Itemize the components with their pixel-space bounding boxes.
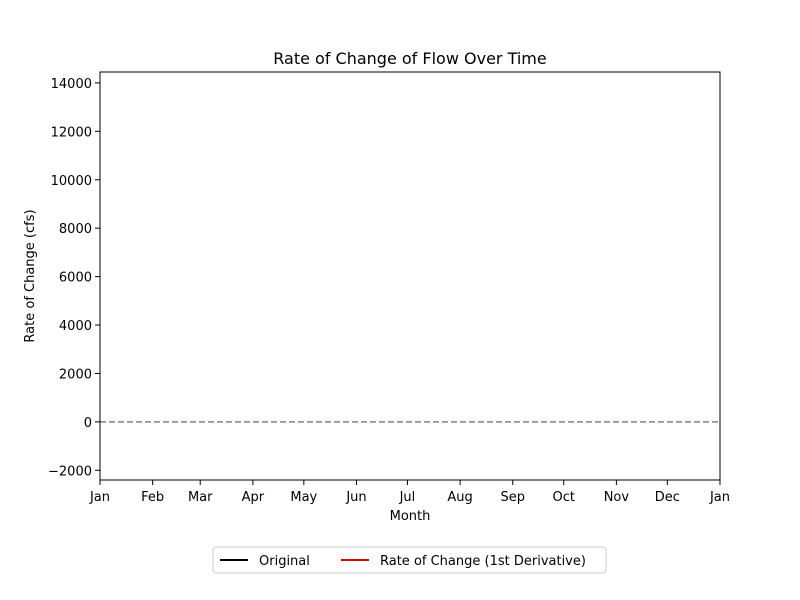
x-tick-label: Nov [604, 490, 630, 505]
y-tick-label: 2000 [59, 367, 92, 382]
x-tick-label: Oct [552, 490, 574, 505]
legend-frame [212, 546, 607, 574]
x-tick-label: Mar [188, 490, 213, 505]
y-tick-label: 10000 [51, 174, 92, 189]
chart-title: Rate of Change of Flow Over Time [273, 49, 546, 68]
y-tick-label: 8000 [59, 222, 92, 237]
legend-label-rate-of-change: Rate of Change (1st Derivative) [380, 554, 586, 569]
y-tick-label: 4000 [59, 319, 92, 334]
y-tick-label: 12000 [51, 125, 92, 140]
y-tick-label: 0 [84, 416, 92, 431]
y-tick-label: −2000 [48, 464, 92, 479]
x-tick-label: Aug [447, 490, 472, 505]
legend: Original Rate of Change (1st Derivative) [212, 546, 607, 574]
x-axis: Jan Feb Mar Apr May Jun Jul Aug Sep Oct Nov Dec Jan [89, 480, 730, 505]
x-axis-label: Month [390, 509, 431, 524]
x-tick-label: Feb [141, 490, 164, 505]
y-tick-label: 14000 [51, 77, 92, 92]
x-tick-label: May [290, 490, 317, 505]
x-tick-label: Apr [242, 490, 265, 505]
x-tick-label: Jan [89, 490, 110, 505]
legend-label-original: Original [259, 554, 310, 569]
x-tick-label: Dec [655, 490, 680, 505]
plot-frame [99, 71, 721, 481]
y-axis-label: Rate of Change (cfs) [23, 209, 38, 342]
plot-area [100, 72, 720, 480]
y-tick-label: 6000 [59, 271, 92, 286]
y-axis: −2000 0 2000 4000 6000 8000 10000 12000 14000 [48, 77, 100, 479]
x-tick-label: Jun [345, 490, 366, 505]
x-tick-label: Sep [501, 490, 526, 505]
x-tick-label: Jul [399, 490, 416, 505]
x-tick-label: Jan [709, 490, 730, 505]
